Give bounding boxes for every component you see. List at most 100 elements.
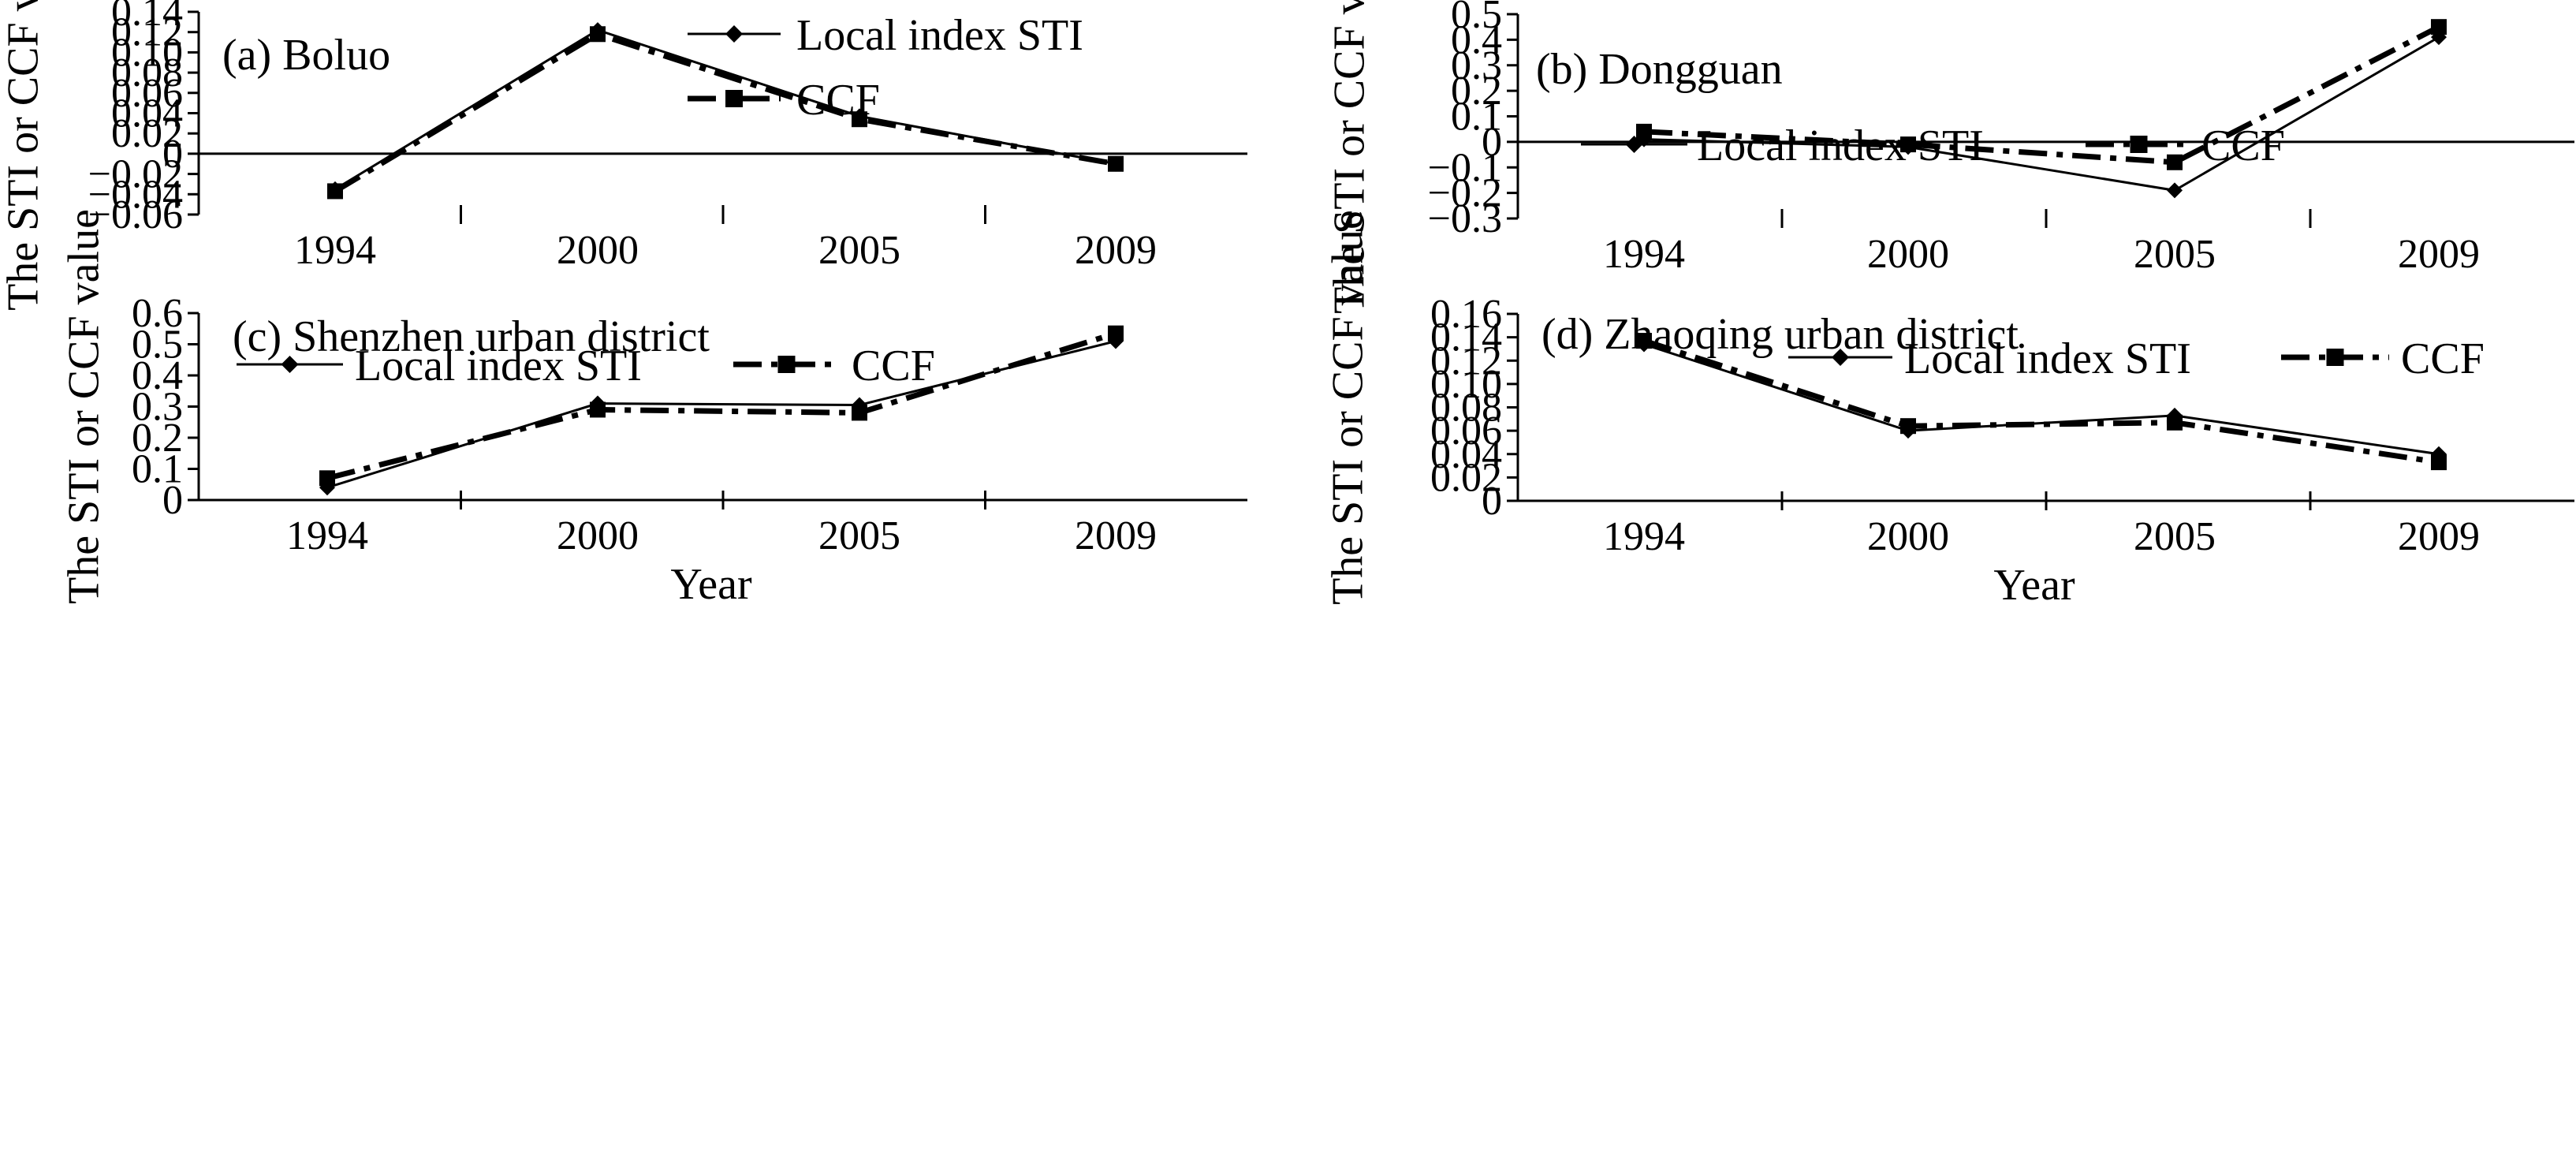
- y-tick-label: 0.02: [1430, 455, 1502, 500]
- y-tick-label: 0: [162, 132, 183, 177]
- y-tick-label: −0.1: [1428, 145, 1502, 190]
- legend: Local index STI CCF: [1581, 121, 2285, 170]
- legend-label-sti: Local index STI: [355, 342, 642, 390]
- y-tick-label: 0.10: [1430, 362, 1502, 407]
- x-tick-label: 2000: [1867, 514, 1949, 559]
- panel-label: (a) Boluo: [222, 31, 390, 80]
- data-point-ccf: [319, 470, 335, 487]
- y-tick-label: 0: [1482, 120, 1502, 165]
- y-tick-label: −0.06: [88, 192, 183, 237]
- legend-marker-sti: [725, 25, 743, 43]
- x-tick-label: 1994: [286, 513, 368, 558]
- x-axis-label: Year: [670, 560, 752, 609]
- legend-marker-ccf: [777, 356, 796, 373]
- chart-panel-4: 00.020.040.060.080.100.120.140.16 1994 200…: [1324, 210, 2574, 610]
- series-line-ccf: [334, 31, 1117, 194]
- legend-marker-ccf: [725, 90, 743, 107]
- data-point-ccf: [327, 183, 343, 200]
- x-tick-label: 1994: [1603, 232, 1685, 277]
- x-tick-label: 2000: [557, 228, 639, 273]
- y-axis-label: The STI or CCF value: [0, 0, 48, 311]
- y-tick-label: 0.12: [111, 10, 183, 55]
- legend-marker-ccf: [2130, 136, 2148, 153]
- data-point-ccf: [1900, 136, 1916, 153]
- legend: Local index STI CCF: [688, 11, 1083, 125]
- x-tick-label: 1994: [1603, 514, 1685, 559]
- data-point-ccf: [852, 111, 867, 128]
- x-tick-label: 2009: [2398, 232, 2480, 277]
- legend-marker-sti: [1625, 136, 1643, 153]
- x-tick-label: 2005: [2134, 514, 2216, 559]
- data-point-ccf: [2167, 154, 2183, 170]
- y-tick-label: 0.06: [111, 71, 183, 116]
- y-tick-label: 0.14: [111, 0, 183, 35]
- data-point-ccf: [590, 401, 606, 418]
- y-axis-label: The STI or CCF value: [60, 209, 109, 604]
- y-tick-label: 0.06: [1430, 409, 1502, 453]
- y-tick-label: 0.08: [1430, 386, 1502, 431]
- legend-marker-sti: [1832, 349, 1849, 366]
- legend-label-ccf: CCF: [2401, 334, 2485, 383]
- data-point-sti: [2167, 182, 2183, 199]
- y-tick-label: −0.04: [88, 172, 183, 217]
- series-line-sti: [1643, 35, 2440, 192]
- panel-label: (b) Dongguan: [1536, 45, 1783, 94]
- y-tick-label: 0.5: [132, 323, 183, 368]
- y-tick-label: 0.02: [111, 111, 183, 156]
- x-tick-label: 2005: [818, 228, 900, 273]
- data-point-ccf: [1108, 325, 1124, 342]
- y-tick-label: 0.3: [132, 385, 183, 430]
- y-axis-label: The STI or CCF value: [1324, 210, 1373, 605]
- panel-label: (d) Zhaoqing urban district: [1541, 310, 2019, 359]
- data-point-ccf: [1636, 123, 1652, 140]
- series-line-ccf: [1643, 24, 2440, 166]
- y-tick-label: 0.16: [1430, 292, 1502, 337]
- y-tick-label: 0.2: [132, 416, 183, 461]
- legend: Local index STI CCF: [1788, 334, 2485, 383]
- series-line-sti: [326, 340, 1117, 489]
- legend-label-sti: Local index STI: [796, 11, 1083, 60]
- y-tick-label: 0.3: [1451, 43, 1502, 88]
- y-tick-label: 0.1: [1451, 95, 1502, 140]
- x-tick-label: 2009: [1075, 228, 1157, 273]
- data-point-ccf: [1636, 333, 1652, 349]
- y-tick-label: 0.4: [132, 353, 183, 398]
- legend-label-ccf: CCF: [852, 342, 935, 390]
- x-tick-label: 2000: [557, 513, 639, 558]
- legend: Local index STI CCF: [237, 342, 935, 390]
- panel-label: (c) Shenzhen urban district: [233, 312, 710, 361]
- y-tick-label: 0.08: [111, 50, 183, 95]
- data-point-ccf: [2431, 454, 2447, 471]
- legend-label-ccf: CCF: [796, 76, 880, 125]
- y-tick-label: 0.04: [111, 91, 183, 136]
- x-tick-label: 2009: [1075, 513, 1157, 558]
- y-tick-label: 0.5: [1451, 0, 1502, 37]
- chart-panel-1: −0.06−0.04−0.0200.020.040.060.080.100.12…: [0, 0, 1247, 311]
- y-tick-label: −0.3: [1428, 196, 1502, 241]
- y-tick-label: 0.12: [1430, 338, 1502, 383]
- x-tick-label: 2000: [1867, 232, 1949, 277]
- y-tick-label: 0: [1482, 479, 1502, 524]
- legend-marker-ccf: [2326, 349, 2344, 366]
- y-tick-label: 0.04: [1430, 432, 1502, 477]
- y-tick-label: 0: [162, 478, 183, 523]
- legend-label-sti: Local index STI: [1904, 334, 2191, 383]
- y-tick-label: −0.02: [88, 152, 183, 197]
- data-point-ccf: [1108, 155, 1124, 172]
- y-tick-label: 0.1: [132, 447, 183, 492]
- x-tick-label: 1994: [294, 228, 376, 273]
- x-tick-label: 2009: [2398, 514, 2480, 559]
- chart-panel-2: −0.3−0.2−0.100.10.20.30.40.5 1994 2000 2005…: [1325, 0, 2574, 314]
- data-point-ccf: [590, 26, 606, 43]
- data-point-ccf: [1900, 418, 1916, 435]
- x-tick-label: 2005: [818, 513, 900, 558]
- chart-panel-3: 00.10.20.30.40.50.6 1994 2000 2005 2009 The S…: [60, 209, 1247, 609]
- legend-label-sti: Local index STI: [1697, 121, 1984, 170]
- x-axis-label: Year: [1993, 561, 2075, 610]
- series-line-sti: [1643, 343, 2440, 456]
- y-tick-label: 0.4: [1451, 17, 1502, 62]
- legend-label-ccf: CCF: [2201, 121, 2285, 170]
- y-tick-label: 0.2: [1451, 69, 1502, 114]
- y-tick-label: 0.10: [111, 30, 183, 75]
